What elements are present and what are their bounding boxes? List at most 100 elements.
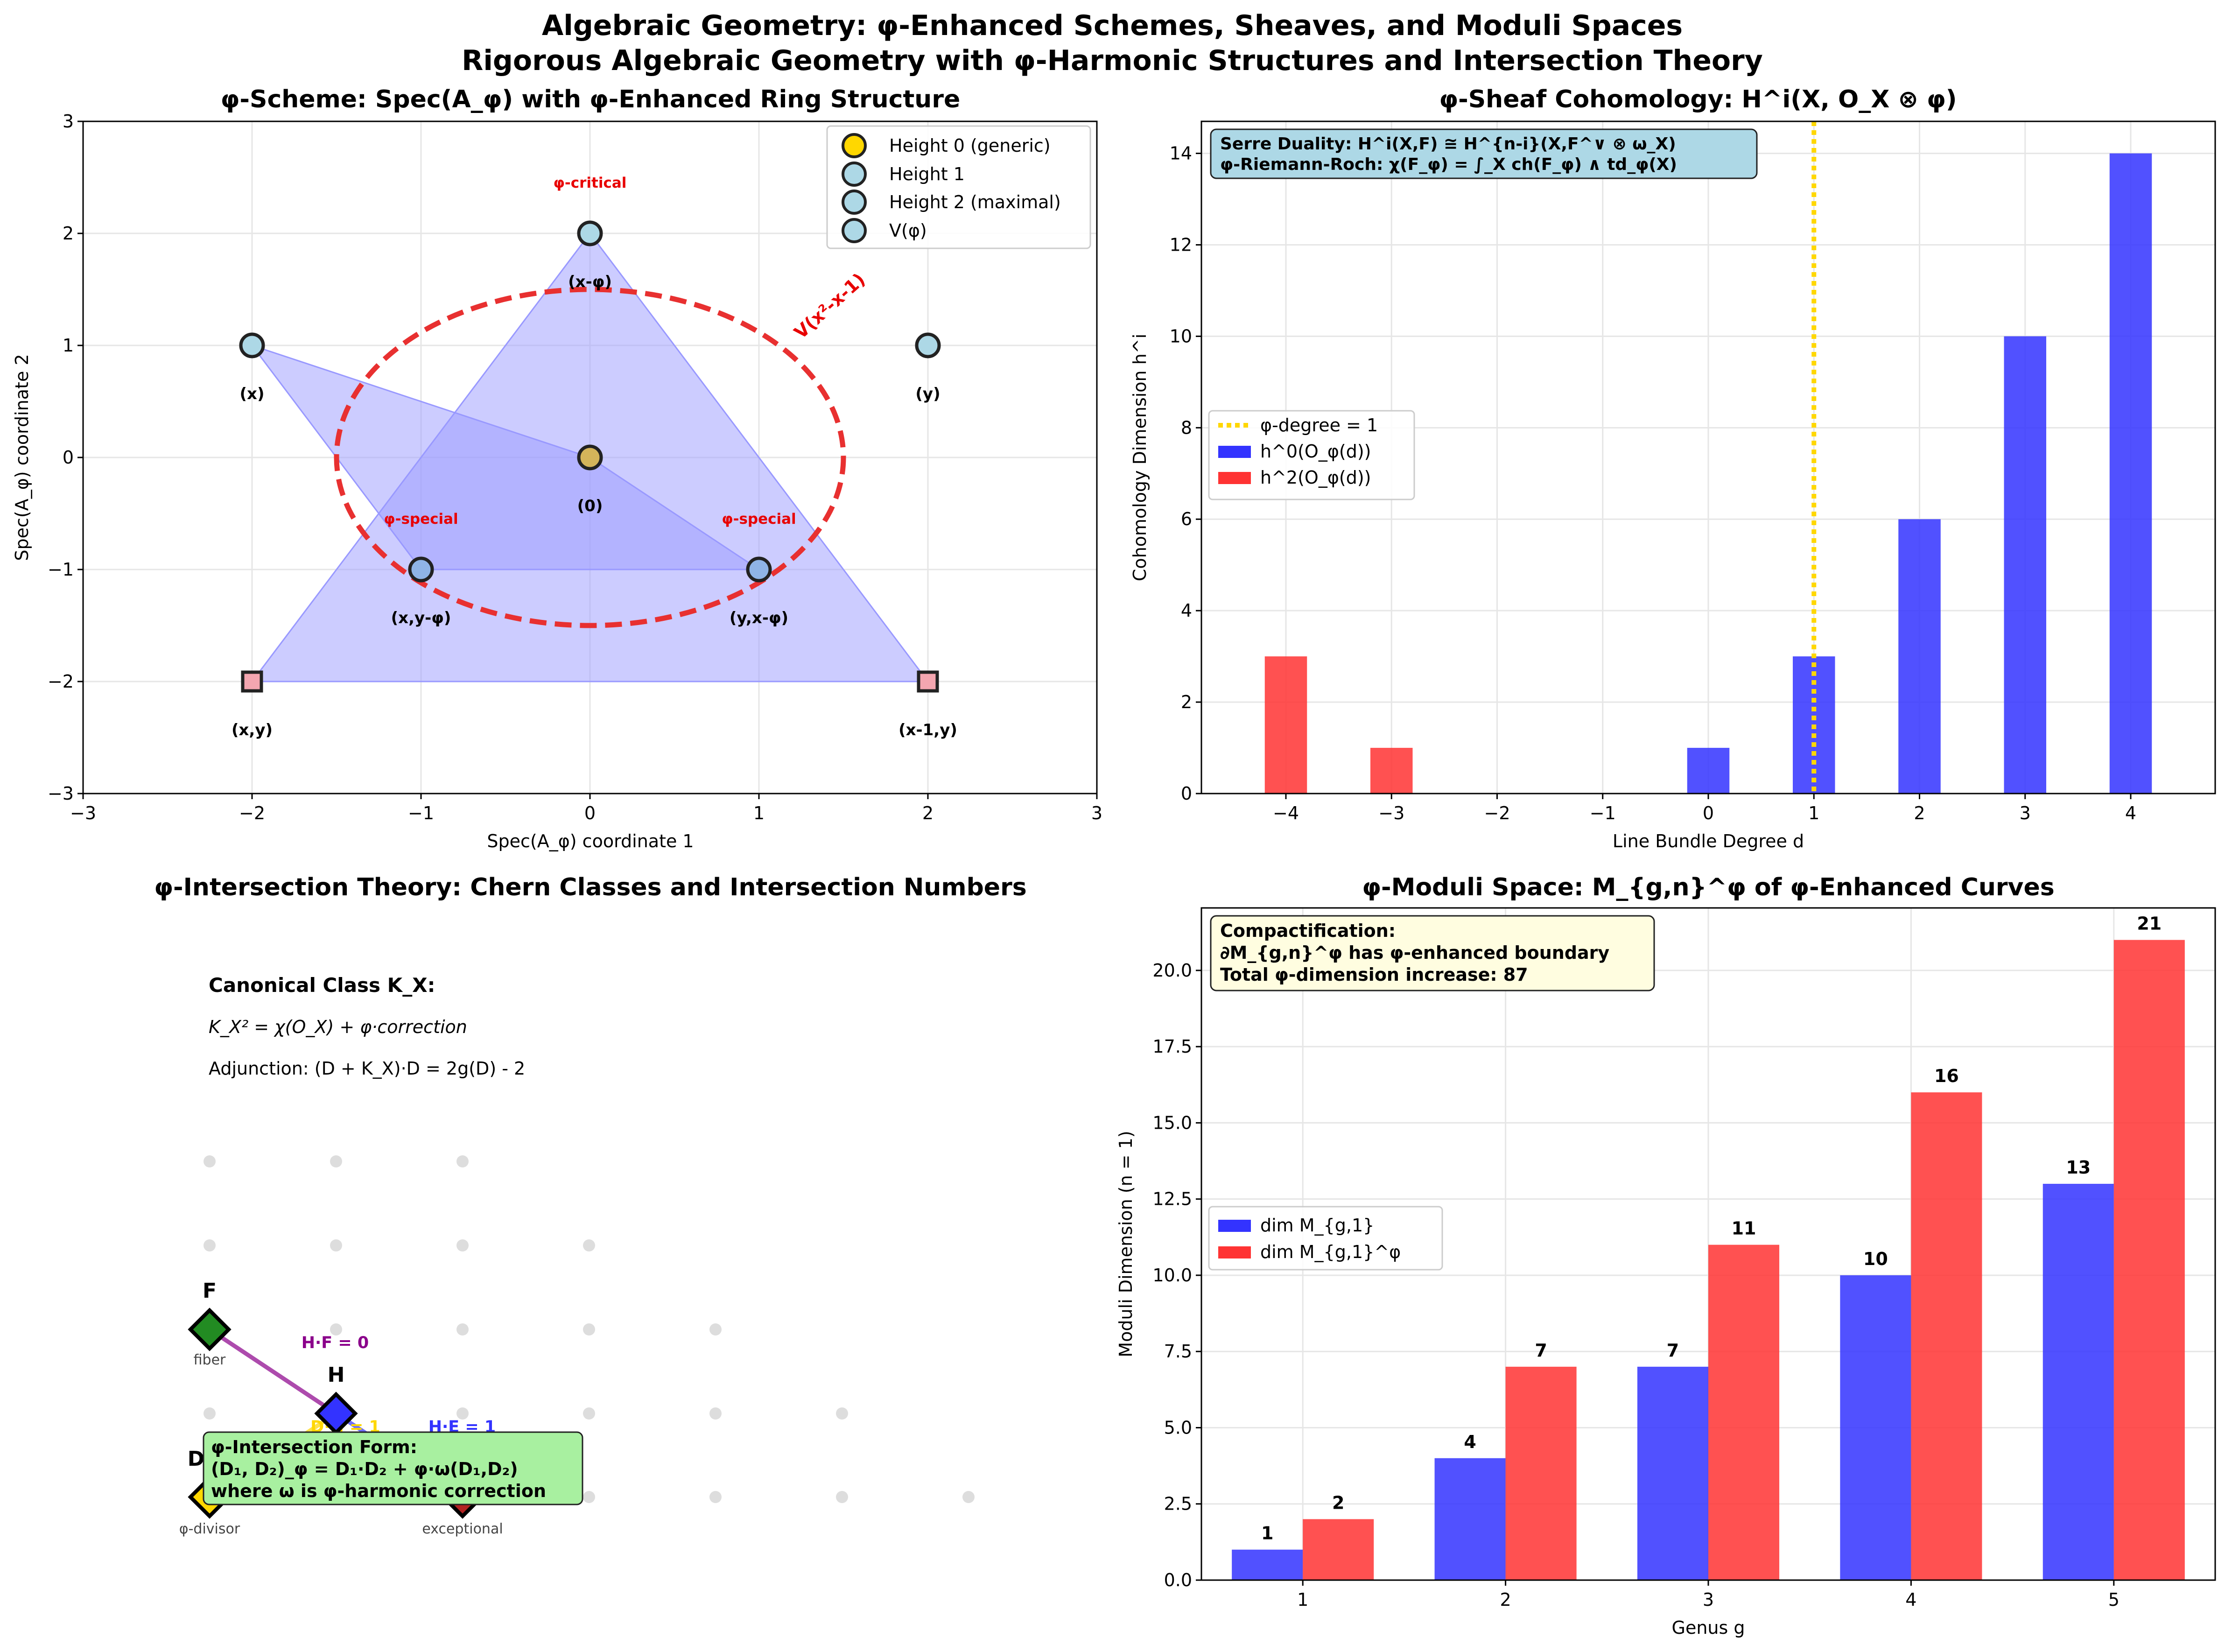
moduli-xtick-label: 3: [1703, 1589, 1714, 1610]
lattice-point: [962, 1491, 975, 1503]
moduli-legend-label-classical: dim M_{g,1}: [1260, 1215, 1374, 1236]
lattice-point: [583, 1323, 595, 1336]
divisor-node-h: H: [314, 1363, 358, 1435]
moduli-bar-value: 1: [1261, 1523, 1273, 1544]
moduli-ytick-label: 15.0: [1152, 1112, 1192, 1133]
cohomology-xlabel: Line Bundle Degree d: [1613, 831, 1804, 851]
moduli-xtick-label: 4: [1905, 1589, 1916, 1610]
moduli-bar: [1911, 1092, 1982, 1580]
moduli-ytick-label: 2.5: [1164, 1494, 1192, 1514]
scheme-xtick-label: −3: [70, 803, 96, 823]
scheme-point-square: [241, 670, 263, 693]
scheme-point-label: (x,y-φ): [391, 609, 451, 627]
scheme-shapes: V(x²-x-1) φ-critical φ-special φ-special: [250, 175, 930, 682]
moduli-bar-value: 21: [2137, 914, 2162, 934]
cohomology-ylabel: Cohomology Dimension h^i: [1130, 334, 1150, 581]
lattice-point: [456, 1239, 469, 1251]
cohomology-bar: [1264, 656, 1307, 794]
moduli-ytick-label: 10.0: [1152, 1265, 1192, 1286]
cohomology-xtick-label: 1: [1808, 803, 1819, 823]
cohomology-bars: [1264, 121, 2152, 794]
canonical-class-heading: Canonical Class K_X:: [209, 974, 435, 997]
scheme-xtick-label: −1: [408, 803, 434, 823]
cohomology-xtick-label: −3: [1378, 803, 1404, 823]
cohomology-xtick-label: 0: [1703, 803, 1714, 823]
scheme-point: [746, 556, 772, 583]
scheme-ytick-label: −2: [48, 671, 74, 692]
moduli-bar: [1434, 1458, 1506, 1580]
moduli-ytick-label: 0.0: [1164, 1570, 1192, 1590]
form-equation: (D₁, D₂)_φ = D₁·D₂ + φ·ω(D₁,D₂): [211, 1459, 518, 1479]
scheme-legend-label-height2: Height 2 (maximal): [889, 192, 1061, 212]
divisor-node-f: F fiber: [188, 1279, 232, 1368]
scheme-ytick-label: 0: [63, 447, 74, 468]
lattice-point: [204, 1407, 216, 1420]
lattice-point: [709, 1407, 722, 1420]
divisor-e-sublabel: exceptional: [422, 1521, 503, 1537]
scheme-panel: φ-Scheme: Spec(A_φ) with φ-Enhanced Ring…: [12, 85, 1102, 851]
moduli-bar: [1637, 1366, 1708, 1580]
cohomology-xtick-label: 2: [1914, 803, 1925, 823]
form-heading: φ-Intersection Form:: [211, 1437, 417, 1457]
lattice-point: [204, 1239, 216, 1251]
moduli-bar: [1505, 1366, 1577, 1580]
scheme-point: [915, 332, 941, 359]
intersection-panel: φ-Intersection Theory: Chern Classes and…: [154, 873, 1026, 1537]
lattice-point: [709, 1491, 722, 1503]
cohomology-info-frame: [1210, 128, 1758, 179]
scheme-point-label: (y): [915, 385, 940, 403]
scheme-ytick-label: 1: [63, 335, 74, 356]
scheme-point-label: (x,y): [232, 721, 273, 739]
scheme-ytick-label: 2: [63, 223, 74, 244]
cohomology-xtick-label: −4: [1273, 803, 1299, 823]
scheme-point: [239, 332, 265, 359]
variety-ellipse: [334, 287, 846, 628]
moduli-xtick-label: 2: [1500, 1589, 1511, 1610]
cohomology-xtick-label: −2: [1484, 803, 1510, 823]
scheme-legend-marker-height2: [842, 190, 867, 215]
lattice-point: [836, 1407, 848, 1420]
moduli-ytick-label: 7.5: [1164, 1341, 1192, 1362]
adjunction-formula: Adjunction: (D + K_X)·D = 2g(D) - 2: [209, 1058, 525, 1079]
scheme-xtick-label: 0: [584, 803, 596, 823]
variety-label: V(x²-x-1): [790, 269, 869, 343]
scheme-point: [577, 444, 603, 471]
boundary-text: ∂M_{g,n}^φ has φ-enhanced boundary: [1220, 942, 1609, 963]
form-description: where ω is φ-harmonic correction: [211, 1481, 546, 1501]
moduli-bar: [2113, 940, 2185, 1580]
cohomology-ytick-label: 12: [1170, 234, 1192, 255]
cohomology-panel: φ-Sheaf Cohomology: H^i(X, O_X ⊗ φ) −4 −3…: [1130, 85, 2216, 851]
cohomology-ytick-label: 10: [1170, 326, 1192, 346]
moduli-xtick-label: 5: [2108, 1589, 2120, 1610]
scheme-legend: Height 0 (generic) Height 1 Height 2 (ma…: [826, 125, 1091, 249]
dimension-increase-text: Total φ-dimension increase: 87: [1220, 964, 1528, 985]
moduli-ytick-label: 20.0: [1152, 960, 1192, 981]
scheme-legend-label-height1: Height 1: [889, 164, 965, 184]
lattice-points: [204, 1155, 975, 1503]
moduli-legend-marker-phi: [1218, 1246, 1251, 1258]
moduli-bar-value: 7: [1667, 1340, 1679, 1361]
cohomology-ytick-label: 14: [1170, 143, 1192, 164]
lattice-point: [583, 1407, 595, 1420]
scheme-xtick-label: −2: [239, 803, 265, 823]
canonical-formula: K_X² = χ(O_X) + φ·correction: [209, 1017, 467, 1037]
intersection-edge-hf: [208, 1328, 337, 1415]
scheme-ylabel: Spec(A_φ) coordinate 2: [12, 354, 32, 561]
lattice-point: [583, 1239, 595, 1251]
divisor-d-sublabel: φ-divisor: [179, 1521, 240, 1537]
scheme-xlabel: Spec(A_φ) coordinate 1: [487, 831, 694, 851]
lattice-point: [456, 1155, 469, 1167]
scheme-plot-frame: [82, 120, 1098, 794]
cohomology-plot-frame: [1200, 120, 2216, 794]
moduli-info-frame: [1210, 915, 1655, 991]
moduli-bar-value: 16: [1934, 1066, 1959, 1086]
cohomology-legend-marker-h2: [1218, 472, 1251, 484]
moduli-bar-value: 13: [2066, 1157, 2091, 1178]
scheme-ytick-label: −3: [48, 783, 74, 804]
cohomology-bar: [1687, 748, 1730, 794]
lattice-point: [330, 1239, 342, 1251]
scheme-xtick-label: 2: [922, 803, 934, 823]
moduli-ytick-label: 17.5: [1152, 1036, 1192, 1057]
cohomology-ytick-label: 4: [1181, 600, 1192, 621]
moduli-title: φ-Moduli Space: M_{g,n}^φ of φ-Enhanced …: [1362, 873, 2054, 901]
